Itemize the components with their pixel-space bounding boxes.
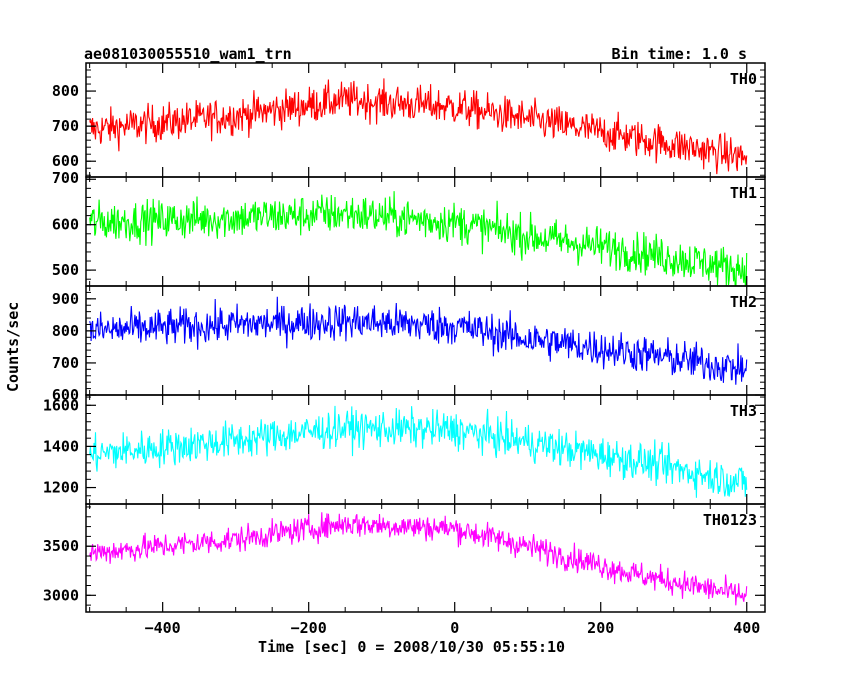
x-tick-label: −200 [291,619,327,637]
plot-title: ae081030055510_wam1_trn [84,45,292,63]
series-line-th3 [89,405,748,498]
y-tick-label: 600 [52,386,79,404]
panel-frame [85,394,766,505]
y-tick-label: 800 [52,322,79,340]
bin-time-label: Bin time: 1.0 s [611,45,747,63]
series-line-th0 [89,78,748,175]
series-line-th0123 [89,512,748,606]
panel-label-th2: TH2 [730,293,757,311]
x-axis-label: Time [sec] 0 = 2008/10/30 05:55:10 [258,638,566,656]
y-tick-label: 1600 [43,396,79,414]
y-tick-label: 1200 [43,479,79,497]
panel-label-th0123: TH0123 [703,511,757,529]
panel-frame [85,285,766,396]
y-tick-label: 500 [52,261,79,279]
y-tick-label: 800 [52,82,79,100]
x-tick-label: 200 [587,619,614,637]
y-tick-label: 700 [52,169,79,187]
y-tick-label: 600 [52,216,79,234]
x-tick-label: 0 [450,619,459,637]
panel-label-th1: TH1 [730,184,757,202]
y-tick-label: 3000 [43,586,79,604]
series-line-th1 [89,191,748,286]
y-tick-label: 1400 [43,437,79,455]
y-tick-label: 900 [52,290,79,308]
panel-frame [85,503,766,613]
y-tick-label: 700 [52,117,79,135]
panel-label-th0: TH0 [730,70,757,88]
y-tick-label: 3500 [43,537,79,555]
x-tick-label: 400 [733,619,760,637]
panel-label-th3: TH3 [730,402,757,420]
y-tick-label: 700 [52,354,79,372]
y-axis-label: Counts/sec [4,301,22,392]
x-tick-label: −400 [145,619,181,637]
series-line-th2 [89,296,748,385]
y-tick-label: 600 [52,152,79,170]
